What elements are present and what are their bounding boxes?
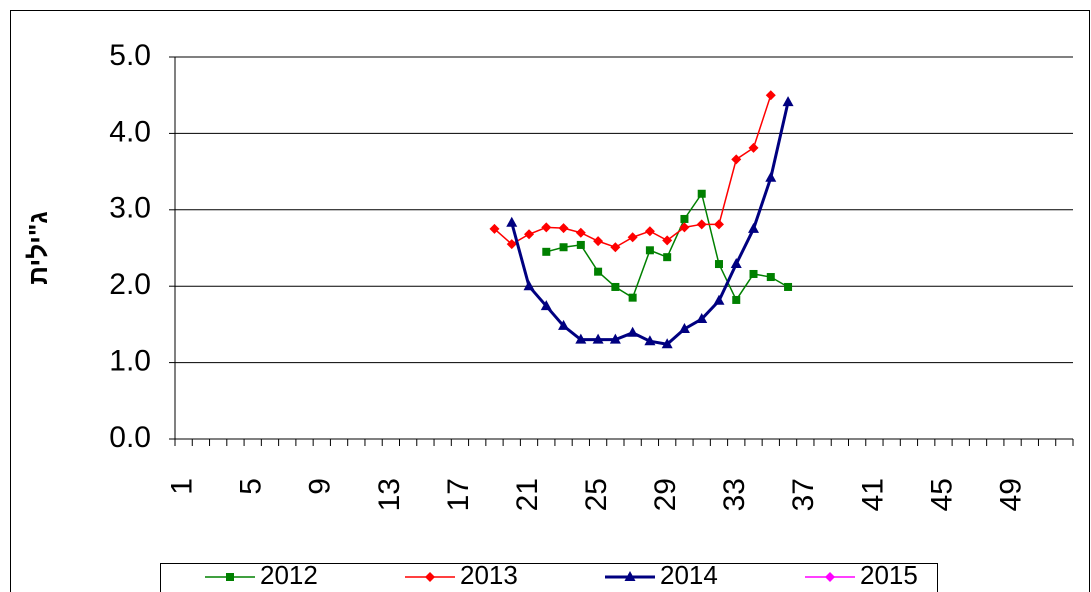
x-tick-label: 17 [442,478,475,511]
data-point [524,229,535,240]
data-point [661,338,673,349]
data-point [627,232,638,243]
legend-label: 2012 [260,560,318,590]
data-point [558,223,569,234]
data-point [748,222,760,233]
chart-border [10,10,1090,592]
x-tick-label: 1 [166,478,199,495]
data-point [575,333,587,344]
x-tick-label: 33 [718,478,751,511]
data-point [782,96,794,107]
data-point [766,273,775,282]
x-tick-label: 25 [580,478,613,511]
data-point [592,333,604,344]
legend-label: 2013 [460,560,518,590]
legend-label: 2014 [660,560,718,590]
data-point [713,294,725,305]
data-point [576,240,585,249]
data-point [678,322,690,333]
data-point [523,280,535,291]
data-point [662,235,673,246]
y-tick-label: 0.0 [109,421,151,454]
data-point [765,171,777,182]
data-point [732,295,741,304]
y-axis-label: ג"ילית [23,211,53,284]
x-tick-label: 49 [994,478,1027,511]
data-point [644,226,655,237]
data-point [697,189,706,198]
x-tick-label: 21 [511,478,544,511]
data-point [489,223,500,234]
legend-marker [226,573,234,581]
data-point [748,142,759,153]
data-point [610,242,621,253]
legend-marker [624,571,636,581]
data-point [541,222,552,233]
x-tick-label: 5 [235,478,268,495]
data-point [696,219,707,230]
x-tick-label: 29 [649,478,682,511]
data-point [611,282,620,291]
y-tick-label: 1.0 [109,345,151,378]
data-point [713,219,724,230]
data-point [696,313,708,324]
y-tick-label: 2.0 [109,268,151,301]
data-point [749,269,758,278]
legend-label: 2015 [860,560,918,590]
data-point [609,333,621,344]
data-point [627,326,639,337]
data-point [506,239,517,250]
data-point [645,246,654,255]
legend-marker [825,572,835,582]
data-point [559,243,568,252]
data-point [558,319,570,330]
x-tick-label: 13 [373,478,406,511]
data-point [628,293,637,302]
data-point [663,253,672,262]
x-tick-label: 41 [856,478,889,511]
data-point [644,335,656,346]
data-point [593,236,604,247]
data-point [714,260,723,269]
data-point [679,222,690,233]
y-tick-label: 3.0 [109,192,151,225]
y-tick-label: 4.0 [109,115,151,148]
data-point [730,258,742,269]
data-point [765,90,776,101]
x-tick-label: 45 [925,478,958,511]
data-point [680,214,689,223]
data-point [542,247,551,256]
data-point [540,300,552,311]
data-point [506,216,518,227]
data-point [594,267,603,276]
x-tick-label: 37 [787,478,820,511]
x-tick-label: 9 [304,478,337,495]
y-tick-label: 5.0 [109,39,151,72]
data-point [784,282,793,291]
data-point [575,227,586,238]
legend-marker [425,572,435,582]
data-point [731,154,742,165]
